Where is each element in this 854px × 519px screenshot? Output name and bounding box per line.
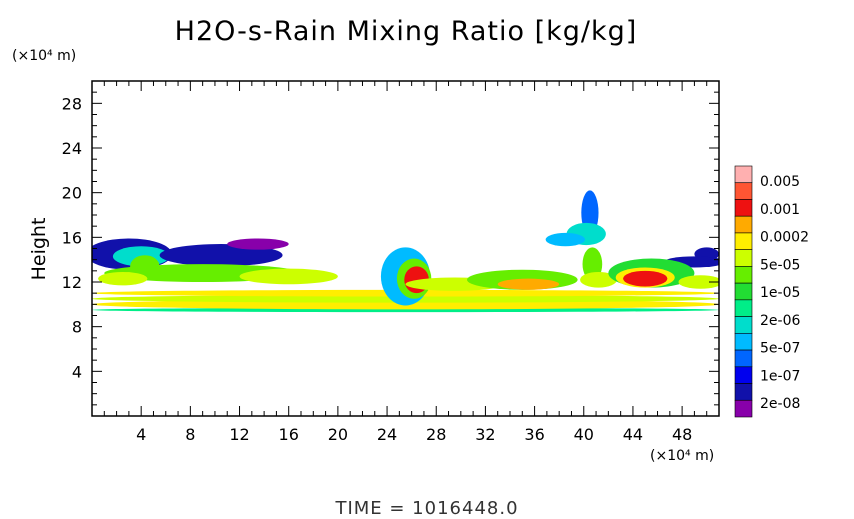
rain-contour-28 [678, 275, 719, 289]
x-unit-label: (×10⁴ m) [650, 448, 714, 464]
rain-field [92, 190, 719, 313]
colorbar-swatch [734, 383, 753, 401]
colorbar-label: 0.0002 [760, 230, 809, 246]
y-tick-label: 28 [62, 94, 82, 113]
y-tick-label: 20 [62, 184, 82, 203]
time-label: TIME = 1016448.0 [334, 498, 518, 519]
colorbar-label: 5e-05 [760, 257, 800, 273]
rain-contour-27 [623, 270, 668, 287]
colorbar: 0.005 0.001 0.0002 5e-05 1e-05 2e-06 5e-07 1e-0… [734, 165, 809, 418]
colorbar-swatch [734, 333, 753, 351]
x-tick-label: 28 [426, 425, 446, 444]
colorbar-label: 2e-08 [760, 396, 800, 412]
colorbar-swatch [734, 316, 753, 334]
colorbar-label: 5e-07 [760, 341, 800, 357]
y-unit-label: (×10⁴ m) [12, 48, 76, 64]
rain-contour-0 [92, 307, 719, 313]
colorbar-swatch [734, 215, 753, 234]
rain-contour-8 [227, 238, 289, 250]
rain-contour-19 [497, 278, 560, 290]
colorbar-swatch [734, 199, 753, 217]
rain-contour-24 [580, 271, 617, 288]
rain-contour-7 [159, 244, 283, 267]
y-tick-label: 4 [72, 362, 82, 381]
y-tick-label: 8 [72, 318, 82, 337]
x-tick-label: 8 [185, 425, 195, 444]
x-tick-label: 24 [377, 425, 397, 444]
x-tick-label: 36 [524, 425, 544, 444]
colorbar-swatch [734, 366, 753, 384]
colorbar-swatch [734, 299, 753, 317]
colorbar-label: 2e-06 [760, 313, 800, 329]
rain-contour-22 [545, 232, 585, 247]
colorbar-label: 0.005 [760, 174, 800, 190]
y-tick-label: 16 [62, 228, 82, 247]
x-tick-label: 16 [279, 425, 299, 444]
colorbar-label: 0.001 [760, 202, 800, 218]
colorbar-swatch [734, 399, 753, 418]
colorbar-swatch [734, 232, 753, 250]
y-tick-label: 12 [62, 273, 82, 292]
rain-contour-13 [98, 271, 148, 286]
colorbar-swatch [734, 266, 753, 284]
x-tick-label: 32 [475, 425, 495, 444]
y-axis-title: Height [28, 218, 50, 281]
rain-contour-12 [239, 268, 338, 285]
chart-title: H2O-s-Rain Mixing Ratio [kg/kg] [175, 16, 638, 47]
colorbar-swatch [734, 249, 753, 267]
colorbar-swatch [734, 165, 753, 184]
colorbar-label: 1e-07 [760, 368, 800, 384]
x-tick-label: 48 [672, 425, 692, 444]
colorbar-swatch [734, 349, 753, 368]
colorbar-swatch [734, 282, 753, 301]
x-tick-label: 40 [574, 425, 594, 444]
y-tick-label: 24 [62, 139, 82, 158]
colorbar-label: 1e-05 [760, 285, 800, 301]
x-tick-label: 4 [136, 425, 146, 444]
colorbar-swatch [734, 182, 753, 200]
x-tick-label: 44 [623, 425, 643, 444]
x-tick-label: 20 [328, 425, 348, 444]
x-tick-label: 12 [229, 425, 249, 444]
